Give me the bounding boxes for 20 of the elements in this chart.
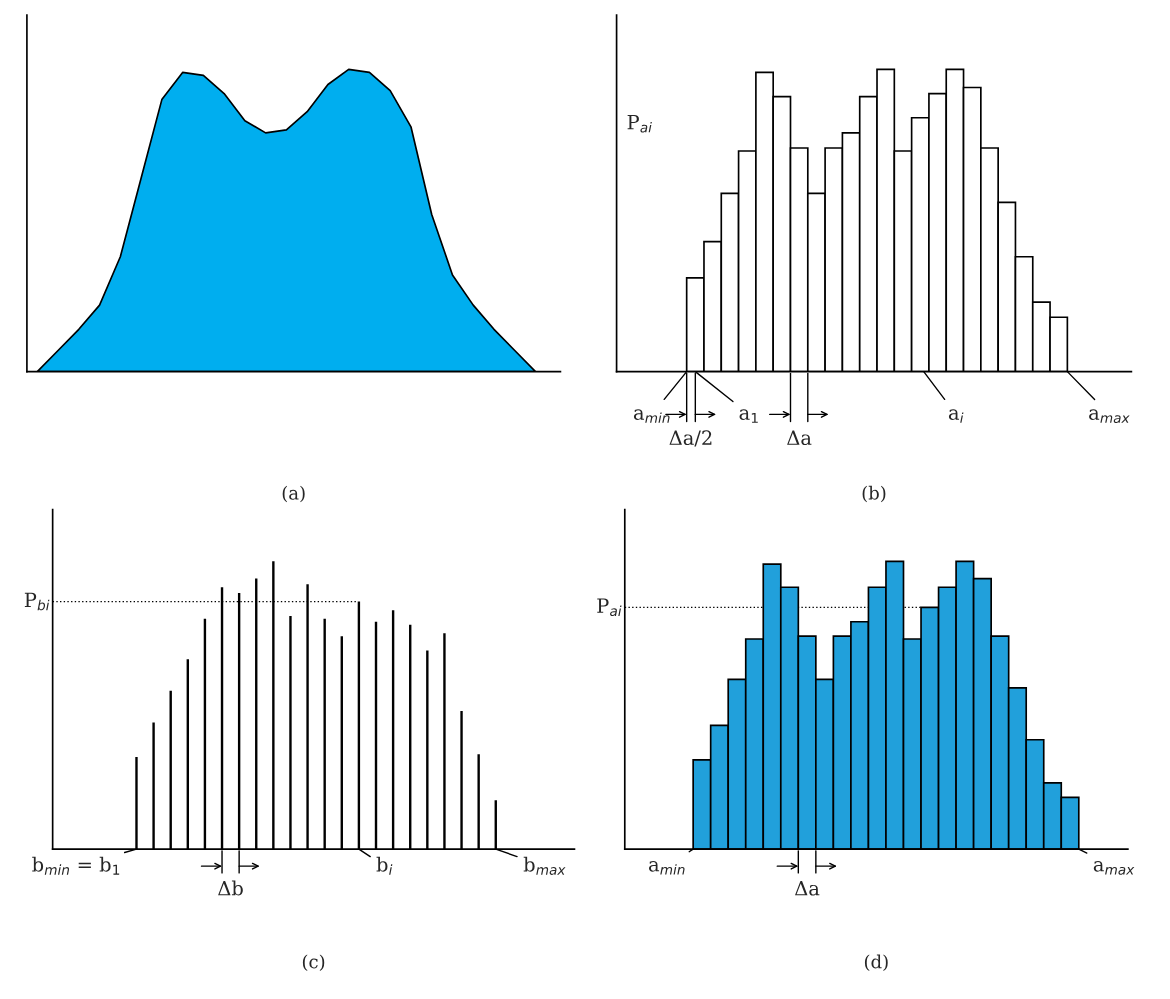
text: b$_{max}$	[523, 856, 566, 875]
x-axis-title: (c)	[302, 954, 325, 971]
text: a$_{min}$	[648, 861, 685, 875]
y-axis-title: P$_{ai}$	[627, 114, 652, 133]
ref-line-label: P$_{ai}$	[597, 598, 622, 617]
text: a$_{max}$	[1089, 409, 1130, 424]
text: Δa	[795, 881, 820, 896]
text: a$_{min}$	[633, 409, 670, 423]
text: a$_{max}$	[1093, 861, 1135, 875]
text: Δa/2	[669, 430, 712, 447]
x-axis-title: (b)	[862, 485, 886, 503]
text: b$_{i}$	[376, 856, 393, 875]
x-axis-title: (d)	[864, 954, 888, 971]
text: Δa	[787, 430, 812, 446]
ref-line-label: P$_{bi}$	[24, 592, 50, 611]
text: a$_{1}$	[739, 409, 758, 423]
text: Δb	[218, 880, 243, 896]
text: a$_{i}$	[948, 409, 964, 423]
x-axis-title: (a)	[282, 485, 305, 503]
text: b$_{min}$ = b$_{1}$	[32, 856, 120, 875]
